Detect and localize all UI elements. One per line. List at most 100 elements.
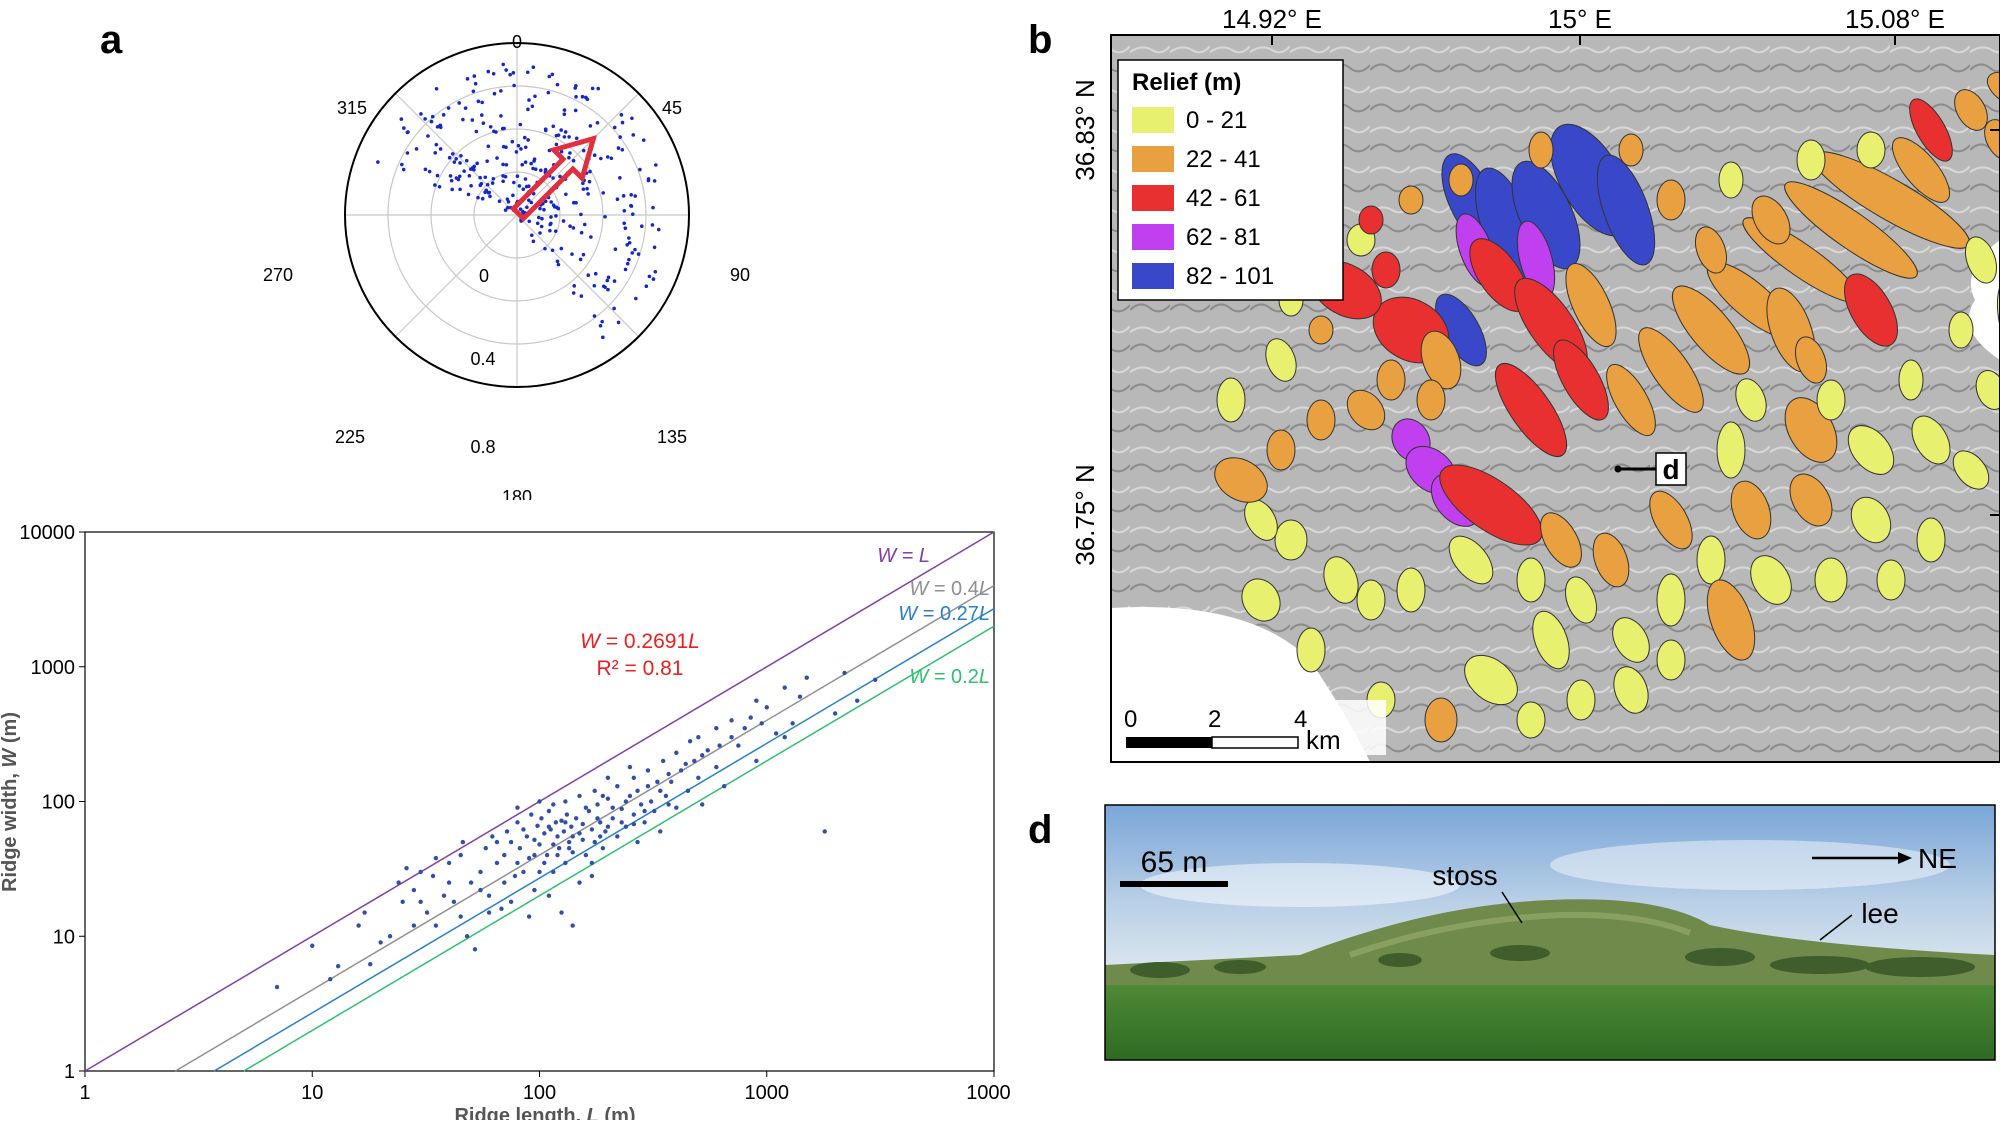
orientation-point: [468, 167, 473, 171]
data-point: [619, 820, 624, 825]
data-point: [537, 842, 542, 847]
orientation-point: [480, 100, 484, 105]
orientation-point: [505, 205, 510, 210]
orientation-point: [427, 169, 432, 174]
orientation-point: [586, 273, 591, 278]
data-point: [539, 816, 544, 821]
orientation-point: [561, 219, 566, 223]
ridge-polygon: [1398, 185, 1424, 215]
data-point: [782, 735, 787, 740]
orientation-point: [574, 83, 578, 88]
data-point: [561, 829, 567, 834]
ridge-polygon: [1954, 89, 1988, 131]
relief-map: 14.92° E 15° E 15.08° E 36.83° N 36.75° …: [1070, 4, 2000, 763]
orientation-point: [609, 156, 614, 161]
orientation-point: [574, 200, 578, 205]
data-point: [645, 783, 651, 789]
orientation-point: [518, 207, 523, 211]
orientation-point: [476, 195, 480, 200]
lat-label-1: 36.83° N: [1070, 79, 1100, 180]
data-point: [546, 893, 552, 898]
panel-label-a: a: [100, 18, 123, 62]
ridge-polygon: [1592, 532, 1630, 588]
data-point: [494, 860, 500, 866]
data-point: [696, 735, 701, 740]
data-point: [627, 793, 633, 799]
orientation-point: [551, 124, 556, 129]
data-point: [512, 873, 518, 879]
orientation-point: [598, 324, 603, 328]
orientation-point: [559, 128, 563, 132]
data-point: [683, 761, 688, 767]
orientation-point: [572, 284, 576, 288]
ridge-polygon: [1424, 697, 1458, 743]
data-point: [486, 893, 492, 898]
orientation-point: [616, 320, 621, 325]
orientation-point: [615, 197, 620, 202]
data-point: [669, 779, 674, 785]
orientation-point: [558, 174, 562, 179]
lat-label-2: 36.75° N: [1070, 464, 1100, 565]
orientation-point: [405, 151, 410, 155]
ridge-polygon: [1847, 425, 1895, 475]
orientation-point: [549, 215, 553, 219]
data-point: [553, 820, 559, 825]
data-point: [729, 735, 734, 740]
orientation-point: [466, 192, 471, 197]
orientation-point: [506, 200, 511, 204]
data-point: [508, 839, 514, 845]
orientation-point: [581, 252, 586, 257]
orientation-point: [501, 162, 505, 167]
data-point: [517, 846, 523, 851]
data-point: [605, 824, 611, 829]
field-photo: 65 m NE stoss lee: [1104, 804, 1996, 1061]
orientation-point: [546, 90, 551, 95]
data-point: [589, 873, 595, 879]
orientation-point: [570, 252, 574, 256]
orientation-point: [495, 156, 499, 160]
orientation-point: [548, 222, 552, 227]
orientation-point: [600, 319, 604, 324]
lon-label-1: 14.92° E: [1222, 4, 1322, 34]
data-point: [598, 834, 603, 839]
data-point: [692, 758, 697, 764]
x-tick-label-10: 10: [301, 1082, 323, 1104]
stoss-leader: [1501, 891, 1523, 924]
ridge-polygon: [1694, 226, 1728, 274]
orientation-point: [550, 248, 555, 253]
orientation-point: [492, 129, 496, 134]
data-point: [832, 711, 838, 716]
orientation-point: [613, 247, 618, 252]
orientation-point: [627, 257, 631, 262]
outer-ring: [344, 42, 690, 388]
angle-label-315: 315: [337, 98, 367, 118]
data-point: [589, 827, 595, 832]
ridge-polygon: [1528, 131, 1554, 169]
orientation-point: [605, 278, 610, 283]
orientation-point: [446, 106, 451, 110]
orientation-point: [538, 206, 542, 211]
orientation-point: [486, 190, 491, 195]
data-point: [759, 721, 764, 726]
ridge-polygon: [1794, 336, 1828, 384]
orientation-point: [465, 77, 470, 81]
orientation-point: [551, 176, 555, 180]
orientation-point: [588, 169, 592, 174]
data-point: [490, 834, 495, 839]
data-point: [502, 852, 507, 858]
data-point: [508, 899, 514, 905]
orientation-point: [612, 279, 617, 283]
ridge-polygon: [1730, 480, 1772, 540]
orientation-point: [501, 62, 506, 67]
ridge-polygon: [1975, 370, 2000, 410]
data-point: [362, 910, 367, 915]
data-point: [433, 923, 439, 928]
orientation-point: [547, 74, 552, 79]
angle-label-0: 0: [512, 32, 522, 52]
data-point: [504, 829, 510, 834]
orientation-point: [433, 183, 437, 187]
orientation-point: [536, 215, 541, 220]
orientation-point: [633, 247, 637, 252]
orientation-point: [629, 203, 633, 208]
orientation-point: [523, 160, 528, 165]
